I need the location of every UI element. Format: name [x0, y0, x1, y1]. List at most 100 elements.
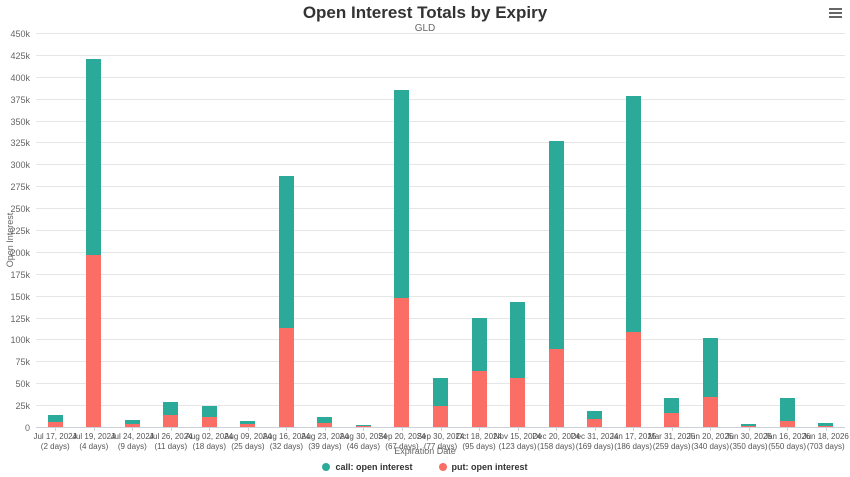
chart-context-menu-button[interactable]: [824, 4, 846, 22]
x-tick-mark: [825, 427, 827, 431]
bar-segment-put[interactable]: [278, 328, 294, 427]
bar-segment-put[interactable]: [702, 397, 718, 427]
bar-segment-put[interactable]: [317, 422, 333, 427]
bar-segment-call[interactable]: [433, 377, 448, 406]
x-tick-mark: [247, 427, 249, 431]
legend-item[interactable]: put: open interest: [438, 462, 528, 472]
bar-segment-call[interactable]: [510, 301, 526, 378]
x-axis-title: Expiration Date: [394, 446, 456, 456]
gridline: [36, 230, 845, 231]
x-tick-label: Jul 17, 2024 (2 days): [33, 432, 78, 451]
bar-segment-put[interactable]: [625, 332, 641, 427]
bar-segment-call[interactable]: [818, 423, 834, 427]
bar-segment-put[interactable]: [86, 255, 102, 427]
x-tick-label: Mar 31, 2025 (259 days): [648, 432, 696, 451]
x-tick-mark: [93, 427, 95, 431]
x-tick-mark: [710, 427, 712, 431]
x-tick-mark: [363, 427, 365, 431]
bar-segment-call[interactable]: [779, 398, 795, 421]
bar-segment-call[interactable]: [278, 175, 294, 329]
gridline: [36, 273, 845, 275]
plot-area: [36, 33, 845, 428]
y-tick-label: 275k: [10, 182, 30, 193]
bar-segment-call[interactable]: [240, 421, 256, 424]
bar-segment-put[interactable]: [664, 413, 680, 427]
y-tick-label: 375k: [10, 94, 30, 105]
x-tick-label: Aug 23, 2024 (39 days): [301, 432, 349, 451]
x-tick-mark: [55, 427, 57, 431]
bar-segment-put[interactable]: [201, 416, 217, 427]
gridline: [36, 186, 845, 188]
bar-segment-put[interactable]: [510, 377, 526, 427]
x-tick-label: Jul 24, 2024 (9 days): [110, 432, 155, 451]
x-tick-label: Jul 19, 2024 (4 days): [71, 432, 116, 451]
x-tick-label: Sep 20, 2024 (67 days): [378, 432, 426, 451]
bar-segment-put[interactable]: [471, 370, 487, 427]
legend-item[interactable]: call: open interest: [322, 462, 413, 472]
gridline: [36, 76, 845, 78]
x-tick-mark: [633, 427, 635, 431]
y-tick-label: 300k: [10, 160, 30, 171]
bar-segment-put[interactable]: [741, 426, 757, 427]
y-tick-label: 425k: [10, 50, 30, 61]
x-tick-mark: [170, 427, 172, 431]
x-tick-label: Jun 18, 2026 (703 days): [802, 432, 849, 451]
gridline: [36, 98, 845, 100]
chart-legend: call: open interest put: open interest: [0, 462, 850, 472]
bar-segment-put[interactable]: [779, 420, 795, 427]
legend-label: put: open interest: [451, 462, 528, 472]
bar-segment-put[interactable]: [124, 423, 140, 427]
bar-segment-put[interactable]: [355, 425, 371, 427]
bar-segment-call[interactable]: [664, 398, 680, 413]
bar-segment-put[interactable]: [163, 414, 179, 427]
x-tick-label: Sep 30, 2024 (77 days): [416, 432, 465, 451]
y-tick-label: 75k: [15, 357, 30, 368]
gridline: [36, 164, 845, 166]
x-tick-label: Jun 20, 2025 (340 days): [687, 432, 734, 451]
bar-segment-call[interactable]: [394, 89, 410, 299]
x-tick-label: Aug 09, 2024 (25 days): [224, 432, 272, 451]
bar-segment-put[interactable]: [587, 419, 603, 427]
bar-segment-call[interactable]: [201, 406, 217, 417]
gridline: [36, 33, 845, 34]
bar-segment-call[interactable]: [625, 96, 641, 333]
bar-segment-put[interactable]: [240, 423, 256, 427]
x-tick-mark: [401, 427, 403, 431]
x-tick-label: Jan 17, 2025 (186 days): [609, 432, 657, 451]
gridline: [36, 251, 845, 253]
y-tick-label: 125k: [10, 313, 30, 324]
bar-segment-call[interactable]: [355, 424, 371, 426]
x-tick-mark: [132, 427, 134, 431]
bar-segment-call[interactable]: [163, 401, 179, 415]
gridline: [36, 54, 845, 56]
gridline: [36, 142, 845, 144]
y-tick-label: 400k: [10, 72, 30, 83]
bar-segment-call[interactable]: [47, 414, 63, 422]
bar-segment-call[interactable]: [741, 424, 757, 427]
chart-title: Open Interest Totals by Expiry: [302, 3, 548, 22]
bar-segment-put[interactable]: [47, 421, 63, 427]
x-tick-mark: [440, 427, 442, 431]
bar-segment-call[interactable]: [86, 59, 102, 256]
bar-segment-call[interactable]: [471, 318, 487, 371]
bar-segment-call[interactable]: [548, 140, 564, 350]
y-tick-label: 0: [24, 423, 30, 433]
bar-segment-call[interactable]: [587, 411, 603, 420]
bar-segment-put[interactable]: [818, 426, 834, 427]
x-tick-label: Dec 31, 2024 (169 days): [570, 432, 619, 451]
bar-segment-call[interactable]: [317, 417, 333, 423]
x-tick-label: Aug 16, 2024 (32 days): [262, 432, 311, 451]
x-tick-mark: [787, 427, 789, 431]
y-tick-label: 150k: [10, 291, 30, 302]
bar-segment-put[interactable]: [394, 298, 410, 427]
bar-segment-call[interactable]: [702, 337, 718, 398]
x-tick-label: Oct 18, 2024 (95 days): [456, 432, 502, 451]
x-tick-mark: [748, 427, 750, 431]
x-tick-mark: [594, 427, 596, 431]
x-tick-label: Aug 30, 2024 (46 days): [339, 432, 388, 451]
bar-segment-put[interactable]: [548, 349, 564, 427]
bar-segment-call[interactable]: [124, 420, 140, 424]
bar-segment-put[interactable]: [433, 406, 448, 427]
legend-marker-icon: [438, 463, 447, 471]
